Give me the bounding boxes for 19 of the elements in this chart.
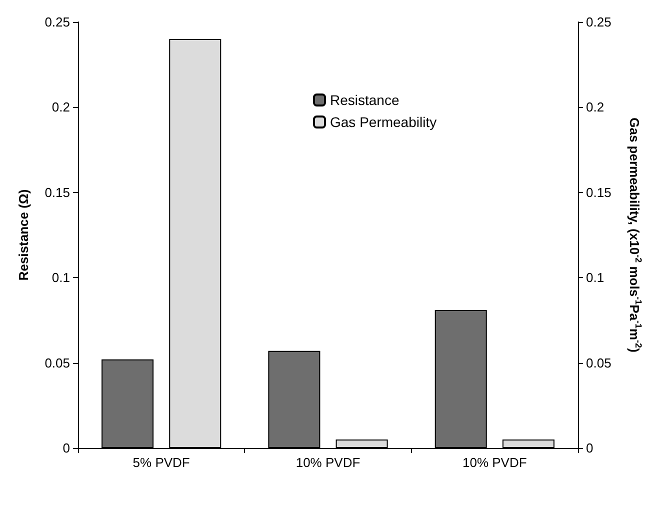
text: Gas permeability, (x10-2 mols-1Pa-1m-2)	[627, 118, 644, 352]
y-tick-label: 0.2	[52, 100, 70, 115]
y2-tick-label: 0.25	[586, 14, 612, 30]
y-tick-label: 0.05	[44, 355, 70, 370]
y2-tick-label: 0	[586, 440, 594, 456]
y2-tick-label: 0.2	[586, 100, 604, 115]
y-tick-label: 0.15	[44, 184, 70, 200]
legend-label: Gas Permeability	[330, 114, 437, 130]
y-tick-label: 0.25	[44, 14, 70, 30]
y-axis-title: Resistance (Ω)	[16, 189, 31, 281]
x-tick-label: 10% PVDF	[296, 455, 360, 470]
legend-label: Resistance	[330, 92, 400, 108]
x-tick-label: 10% PVDF	[462, 455, 527, 470]
y-tick-label: 0.1	[52, 270, 70, 286]
y-tick-label: 0	[62, 440, 70, 456]
y2-tick-label: 0.1	[586, 270, 604, 286]
y2-tick-label: 0.15	[586, 184, 612, 200]
y2-tick-label: 0.05	[586, 355, 612, 370]
x-tick-label: 5% PVDF	[132, 455, 190, 470]
